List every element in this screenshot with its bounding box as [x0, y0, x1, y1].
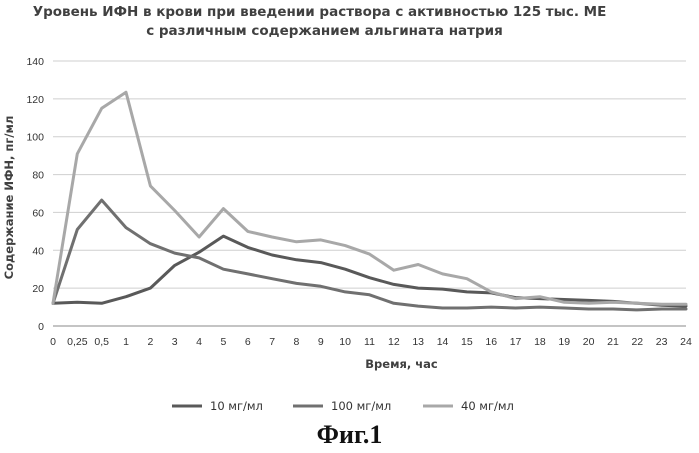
y-tick-label: 0: [38, 321, 44, 333]
x-tick-label: 3: [172, 336, 178, 348]
x-tick-label: 14: [437, 336, 449, 348]
x-tick-label: 8: [294, 336, 300, 348]
y-tick-label: 80: [32, 170, 44, 182]
x-tick-label: 7: [269, 336, 275, 348]
y-tick-label: 20: [32, 283, 44, 295]
x-tick-label: 21: [607, 336, 619, 348]
y-tick-label: 140: [26, 56, 44, 68]
x-tick-label: 5: [221, 336, 227, 348]
x-tick-label: 19: [558, 336, 570, 348]
legend-label-1: 10 мг/мл: [210, 399, 263, 413]
x-tick-label: 15: [461, 336, 473, 348]
x-tick-label: 18: [534, 336, 546, 348]
x-tick-label: 2: [147, 336, 153, 348]
x-tick-label: 0: [50, 336, 56, 348]
figure-caption: Фиг.1: [0, 420, 699, 450]
y-tick-label: 100: [26, 132, 44, 144]
x-tick-label: 1: [123, 336, 129, 348]
x-tick-label: 0,25: [67, 336, 88, 348]
legend-label-3: 40 мг/мл: [461, 399, 514, 413]
x-tick-label: 24: [680, 336, 692, 348]
y-tick-label: 60: [32, 207, 44, 219]
y-tick-label: 40: [32, 245, 44, 257]
x-tick-label: 16: [485, 336, 497, 348]
y-axis-label: Содержание ИФН, пг/мл: [2, 116, 16, 280]
x-tick-label: 11: [364, 336, 375, 348]
x-tick-label: 12: [388, 336, 400, 348]
x-axis-label: Время, час: [365, 357, 438, 371]
x-tick-label: 20: [583, 336, 595, 348]
x-tick-label: 10: [339, 336, 351, 348]
y-tick-label: 120: [26, 94, 44, 106]
series-line-3: [53, 92, 686, 304]
x-tick-label: 17: [510, 336, 522, 348]
x-tick-label: 4: [196, 336, 202, 348]
x-tick-label: 23: [656, 336, 668, 348]
x-tick-label: 13: [412, 336, 424, 348]
x-tick-label: 22: [631, 336, 643, 348]
x-tick-label: 9: [318, 336, 324, 348]
x-tick-label: 6: [245, 336, 251, 348]
x-tick-label: 0,5: [94, 336, 109, 348]
legend-label-2: 100 мг/мл: [331, 399, 391, 413]
